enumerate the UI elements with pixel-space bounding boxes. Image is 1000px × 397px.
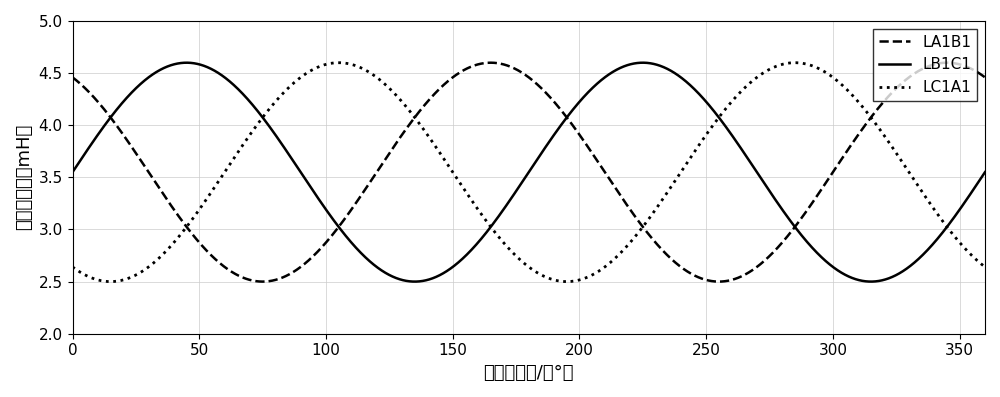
LB1C1 <box>262 123 274 127</box>
Line: LA1B1: LA1B1 <box>73 63 985 281</box>
LB1C1 <box>979 170 991 175</box>
LC1A1 <box>634 227 646 232</box>
LC1A1 <box>618 247 630 251</box>
LB1C1 <box>865 279 877 284</box>
LA1B1 <box>618 199 630 204</box>
LA1B1 <box>67 75 79 80</box>
LC1A1 <box>979 264 991 269</box>
LA1B1 <box>893 84 905 89</box>
LA1B1 <box>941 60 953 65</box>
LA1B1 <box>322 238 334 243</box>
LC1A1 <box>893 154 905 159</box>
LB1C1 <box>618 64 630 69</box>
LC1A1 <box>67 264 79 269</box>
LC1A1 <box>105 279 117 284</box>
LB1C1 <box>893 271 905 276</box>
LA1B1 <box>979 75 991 80</box>
X-axis label: 转子电角度/（°）: 转子电角度/（°） <box>484 364 574 382</box>
Line: LC1A1: LC1A1 <box>73 63 985 281</box>
Line: LB1C1: LB1C1 <box>73 63 985 281</box>
LB1C1 <box>322 210 334 214</box>
LB1C1 <box>634 60 646 65</box>
LC1A1 <box>262 108 274 113</box>
LC1A1 <box>789 60 801 65</box>
Y-axis label: 线电感値／（mH）: 线电感値／（mH） <box>15 124 33 231</box>
LC1A1 <box>979 264 991 269</box>
LB1C1 <box>67 170 79 175</box>
LA1B1 <box>257 279 269 284</box>
LA1B1 <box>262 279 274 283</box>
LA1B1 <box>979 75 991 79</box>
LA1B1 <box>634 222 646 226</box>
LB1C1 <box>979 170 991 175</box>
LB1C1 <box>181 60 193 65</box>
Legend: LA1B1, LB1C1, LC1A1: LA1B1, LB1C1, LC1A1 <box>873 29 977 101</box>
LC1A1 <box>322 62 334 66</box>
